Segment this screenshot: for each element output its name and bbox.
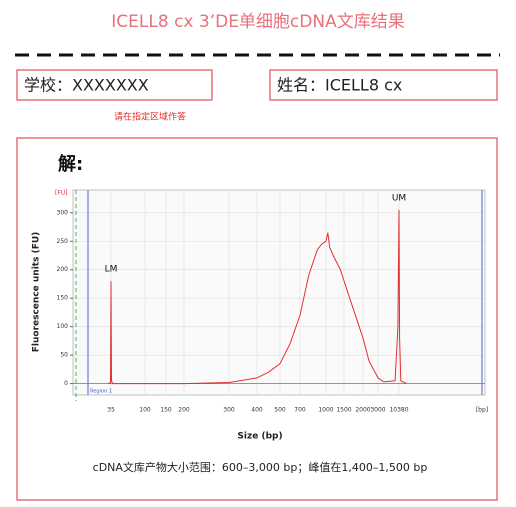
x-tick-label: 1500 (336, 407, 351, 414)
chart: 0 50 100 150 200 250 300 35 100 150 200 300 400 500 70… (55, 190, 488, 414)
y-tick-label: 200 (57, 266, 69, 273)
x-tick-label: 700 (294, 407, 306, 414)
y-tick-label: 100 (57, 323, 69, 330)
y-tick-label: 300 (57, 209, 69, 216)
x-tick-label: 100 (139, 407, 151, 414)
y-tick-label: 150 (57, 295, 69, 302)
x-tick-label: 300 (223, 407, 235, 414)
title: ICELL8 cx 3’DE单细胞cDNA文库结果 (111, 12, 404, 32)
note: 请在指定区域作答 (114, 111, 186, 123)
x-tick-label: 400 (251, 407, 263, 414)
result-text: cDNA文库产物大小范围：600–3,000 bp；峰值在1,400–1,500… (93, 460, 428, 474)
y-axis-label: Fluorescence units (FU) (32, 232, 42, 353)
y-tick-label: 0 (64, 380, 68, 387)
trace (108, 209, 407, 385)
y-tick-label: 250 (57, 238, 69, 245)
plot-area (72, 189, 486, 396)
name-field: 姓名：ICELL8 cx (277, 76, 402, 95)
x-axis-label: Size (bp) (237, 432, 282, 442)
peak-label: UM (392, 193, 406, 203)
answer-label: 解: (58, 153, 83, 175)
x-tick-label: 1000 (318, 407, 333, 414)
answer-box (16, 137, 498, 501)
y-tick-label: 50 (60, 352, 68, 359)
x-unit: [bp] (476, 407, 488, 414)
school-field: 学校：XXXXXXX (24, 76, 149, 95)
x-tick-label: 150 (160, 407, 172, 414)
region-label: Region 1 (90, 389, 112, 395)
school-box (16, 69, 213, 101)
x-tick-label: 35 (107, 407, 115, 414)
peak-label: LM (105, 265, 118, 275)
y-unit: [FU] (55, 190, 68, 197)
x-tick-label: 3000 (370, 407, 385, 414)
x-tick-label: 10380 (389, 407, 408, 414)
x-tick-label: 2000 (355, 407, 370, 414)
x-tick-label: 500 (274, 407, 286, 414)
x-tick-label: 200 (178, 407, 190, 414)
name-box (269, 69, 498, 101)
